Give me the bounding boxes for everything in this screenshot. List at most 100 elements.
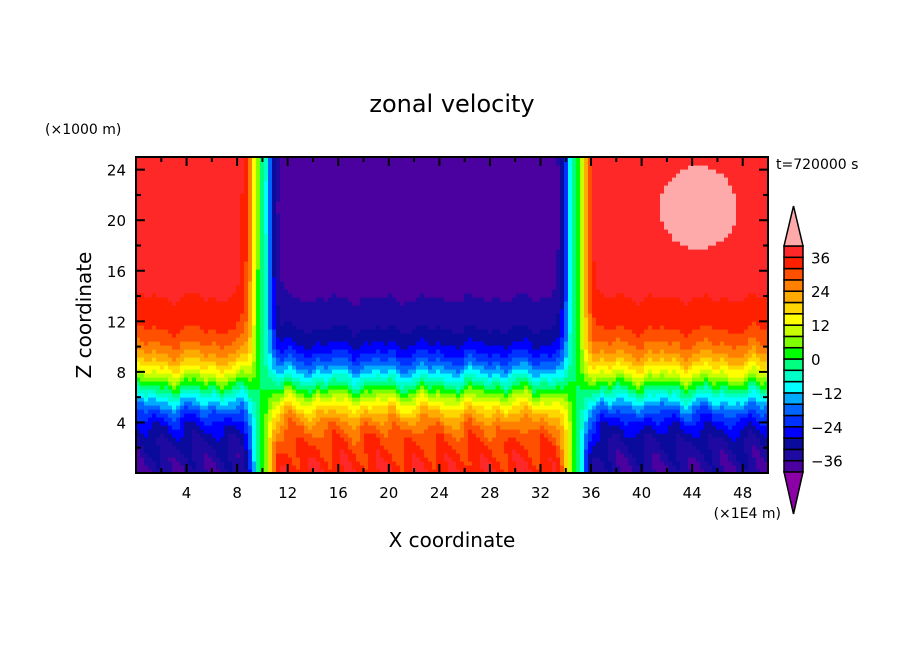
field-cell bbox=[344, 453, 349, 458]
field-cell bbox=[392, 369, 397, 374]
field-cell bbox=[408, 381, 413, 386]
field-cell bbox=[688, 357, 693, 362]
field-cell bbox=[696, 381, 701, 386]
field-cell bbox=[608, 441, 613, 446]
field-cell bbox=[720, 369, 725, 374]
field-cell bbox=[256, 389, 261, 394]
field-cell bbox=[144, 437, 149, 442]
field-cell bbox=[516, 457, 521, 462]
field-cell bbox=[232, 345, 237, 350]
field-cell bbox=[136, 437, 141, 442]
field-cell bbox=[372, 409, 377, 414]
field-cell bbox=[440, 457, 445, 462]
field-cell bbox=[424, 349, 429, 354]
field-cell bbox=[452, 381, 457, 386]
field-cell bbox=[484, 389, 489, 394]
field-cell bbox=[524, 373, 529, 378]
field-cell bbox=[572, 441, 577, 446]
field-cell bbox=[536, 449, 541, 454]
field-cell bbox=[616, 445, 621, 450]
field-cell bbox=[156, 385, 161, 390]
field-cell bbox=[704, 385, 709, 390]
field-cell bbox=[760, 437, 765, 442]
field-cell bbox=[360, 417, 365, 422]
field-cell bbox=[724, 353, 729, 358]
field-cell bbox=[248, 465, 253, 470]
field-cell bbox=[368, 361, 373, 366]
field-cell bbox=[584, 377, 589, 382]
field-cell bbox=[492, 457, 497, 462]
field-cell bbox=[240, 469, 245, 474]
field-cell bbox=[500, 457, 505, 462]
field-cell bbox=[628, 357, 633, 362]
field-cell bbox=[240, 345, 245, 350]
field-cell bbox=[348, 409, 353, 414]
field-cell bbox=[600, 357, 605, 362]
field-cell bbox=[172, 437, 177, 442]
field-cell bbox=[688, 413, 693, 418]
field-cell bbox=[412, 417, 417, 422]
field-cell bbox=[644, 361, 649, 366]
field-cell bbox=[196, 401, 201, 406]
field-cell bbox=[368, 417, 373, 422]
field-cell bbox=[628, 429, 633, 434]
field-cell bbox=[424, 465, 429, 470]
field-cell bbox=[152, 389, 157, 394]
field-cell bbox=[748, 401, 753, 406]
field-cell bbox=[476, 345, 481, 350]
field-cell bbox=[240, 397, 245, 402]
field-cell bbox=[544, 449, 549, 454]
field-cell bbox=[260, 409, 265, 414]
field-cell bbox=[376, 349, 381, 354]
field-cell bbox=[652, 381, 657, 386]
field-cell bbox=[676, 349, 681, 354]
field-cell bbox=[732, 441, 737, 446]
field-cell bbox=[296, 373, 301, 378]
field-cell bbox=[452, 389, 457, 394]
field-cell bbox=[244, 349, 249, 354]
field-cell bbox=[580, 421, 585, 426]
field-cell bbox=[344, 445, 349, 450]
field-cell bbox=[264, 413, 269, 418]
field-cell bbox=[392, 397, 397, 402]
field-cell bbox=[532, 457, 537, 462]
field-cell bbox=[696, 461, 701, 466]
field-cell bbox=[696, 393, 701, 398]
field-cell bbox=[140, 385, 145, 390]
field-cell bbox=[624, 357, 629, 362]
field-cell bbox=[160, 377, 165, 382]
field-cell bbox=[752, 449, 757, 454]
field-cell bbox=[264, 449, 269, 454]
field-cell bbox=[260, 389, 265, 394]
field-cell bbox=[744, 433, 749, 438]
field-cell bbox=[384, 425, 389, 430]
field-cell bbox=[624, 417, 629, 422]
field-cell bbox=[612, 449, 617, 454]
field-cell bbox=[324, 345, 329, 350]
field-cell bbox=[280, 437, 285, 442]
field-cell bbox=[352, 405, 357, 410]
field-cell bbox=[748, 361, 753, 366]
field-cell bbox=[708, 393, 713, 398]
field-cell bbox=[252, 393, 257, 398]
field-cell bbox=[424, 437, 429, 442]
field-cell bbox=[460, 365, 465, 370]
field-cell bbox=[204, 345, 209, 350]
field-cell bbox=[328, 401, 333, 406]
field-cell bbox=[228, 413, 233, 418]
field-cell bbox=[756, 353, 761, 358]
field-cell bbox=[140, 453, 145, 458]
field-cell bbox=[296, 389, 301, 394]
field-cell bbox=[452, 377, 457, 382]
field-cell bbox=[740, 357, 745, 362]
field-cell bbox=[288, 457, 293, 462]
field-cell bbox=[496, 381, 501, 386]
field-cell bbox=[448, 365, 453, 370]
field-cell bbox=[224, 469, 229, 474]
field-cell bbox=[704, 357, 709, 362]
field-cell bbox=[244, 437, 249, 442]
field-cell bbox=[308, 429, 313, 434]
field-cell bbox=[272, 469, 277, 474]
field-cell bbox=[172, 457, 177, 462]
field-cell bbox=[668, 373, 673, 378]
